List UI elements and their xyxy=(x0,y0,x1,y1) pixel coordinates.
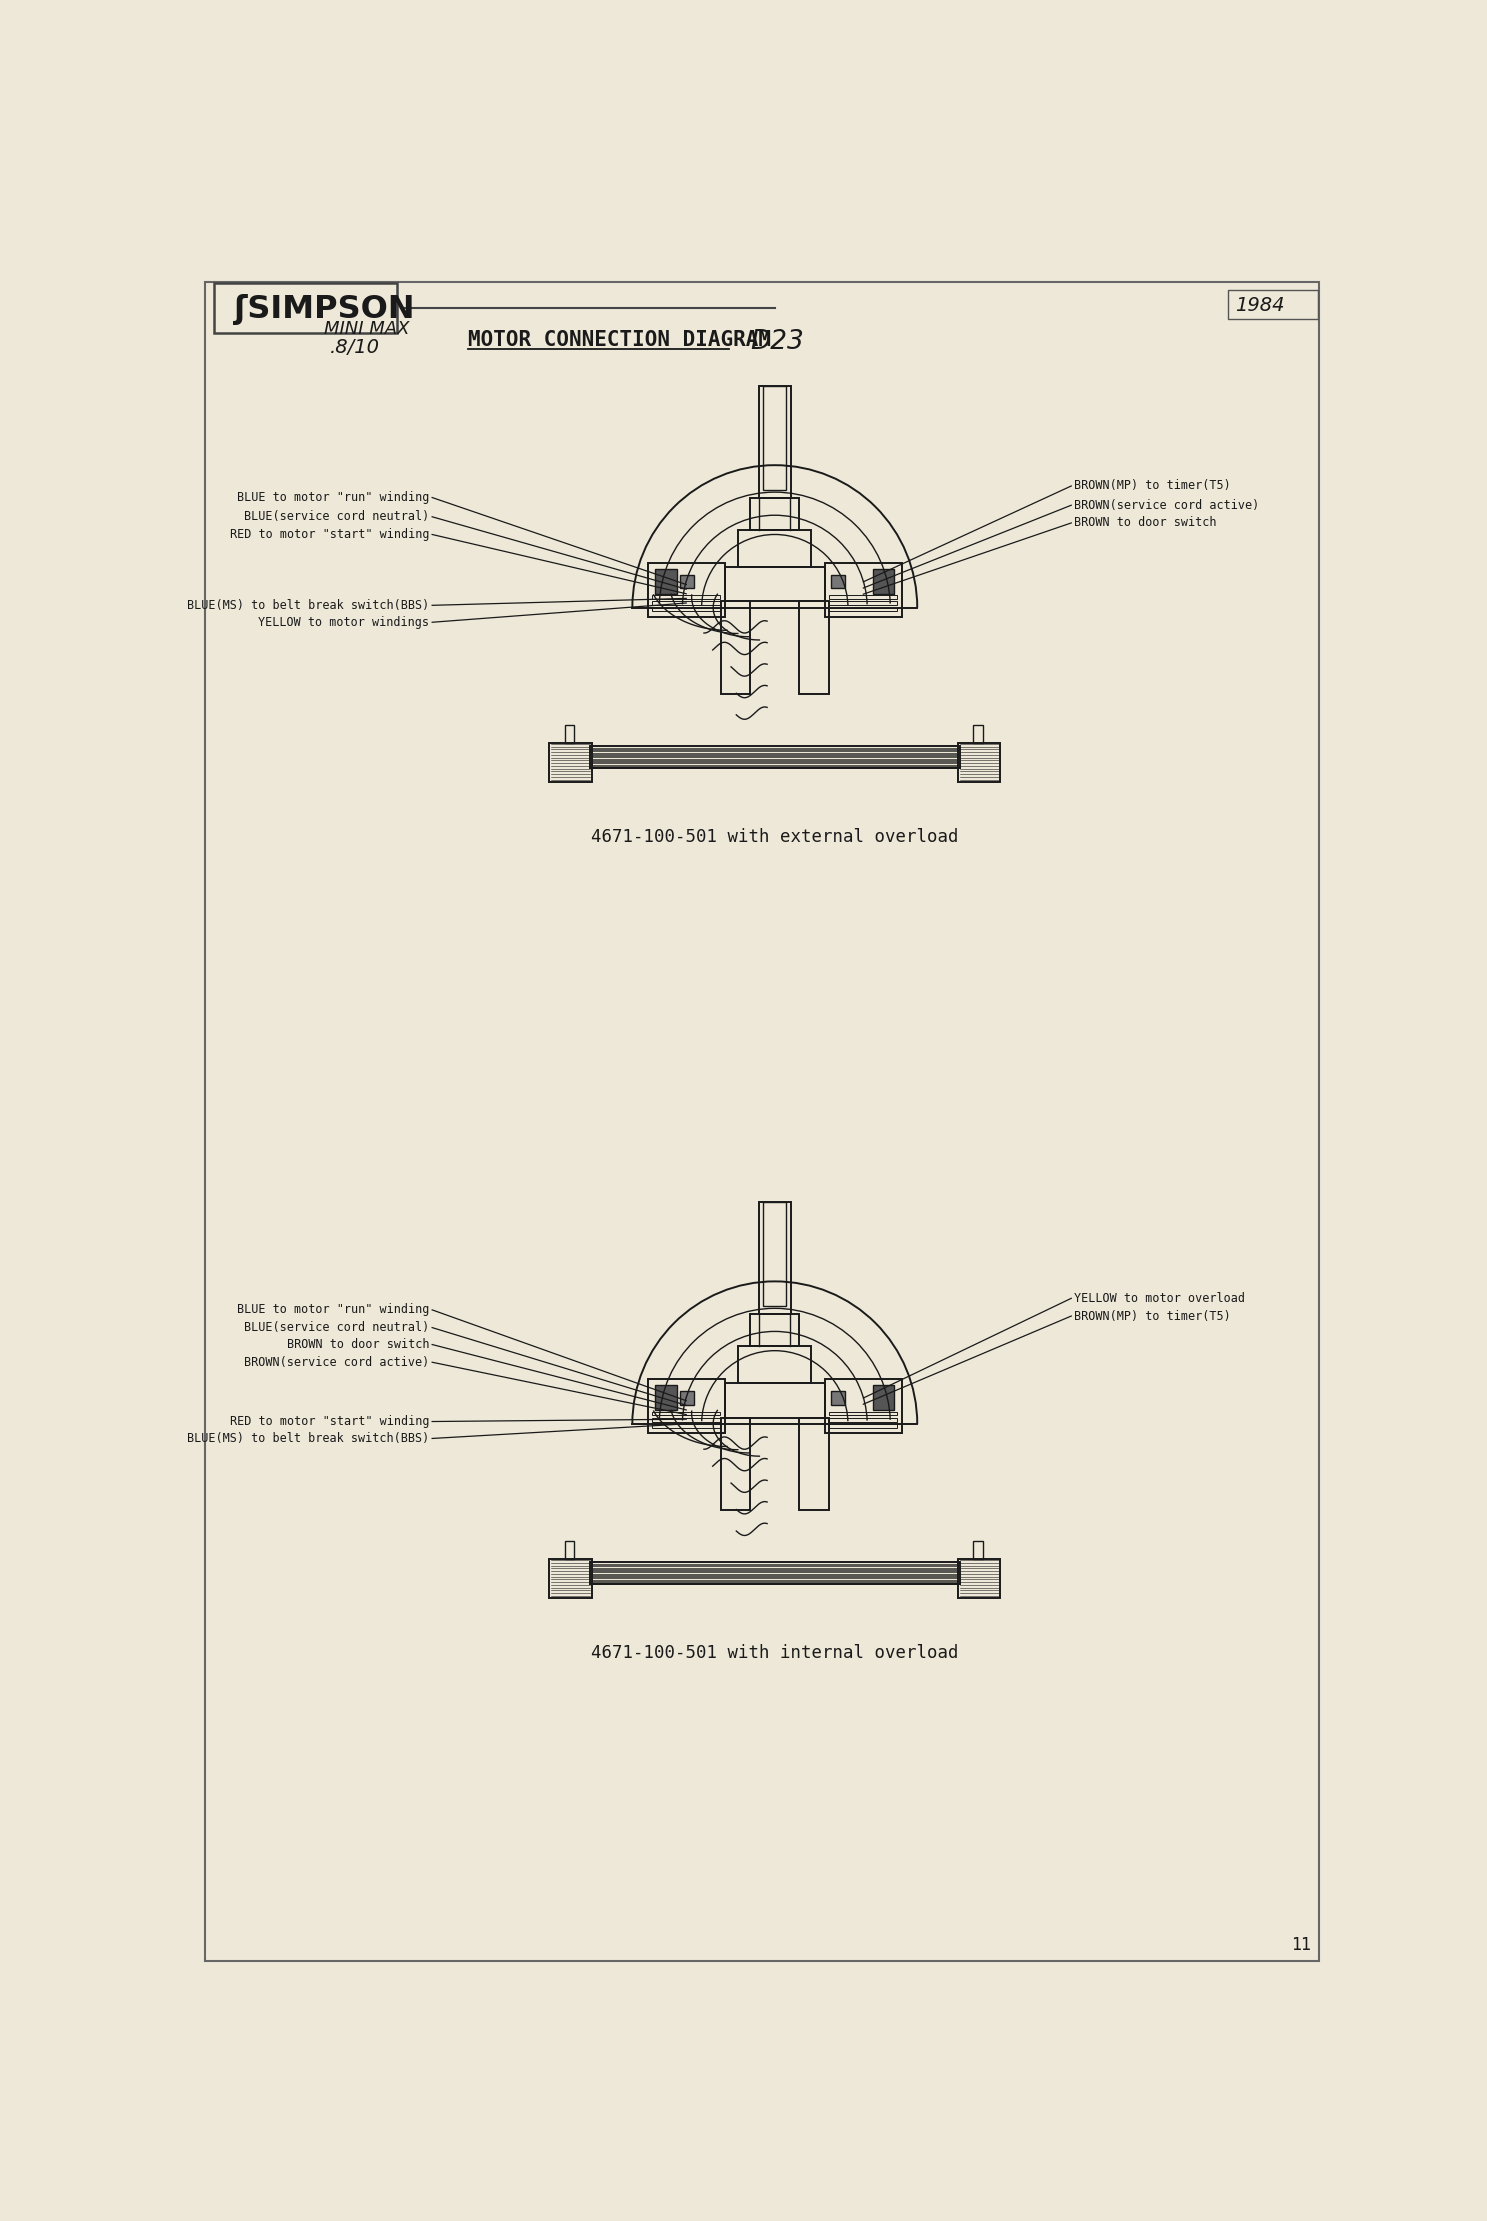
Bar xyxy=(758,386,791,498)
Bar xyxy=(800,1417,828,1510)
Bar xyxy=(724,1384,825,1417)
Text: RED to motor "start" winding: RED to motor "start" winding xyxy=(229,1415,430,1428)
Text: BROWN(service cord active): BROWN(service cord active) xyxy=(1074,500,1259,511)
Bar xyxy=(830,609,897,611)
Text: D23: D23 xyxy=(749,329,804,355)
Bar xyxy=(873,1386,894,1410)
Bar xyxy=(721,1417,749,1510)
Text: YELLOW to motor windings: YELLOW to motor windings xyxy=(259,615,430,629)
Text: BLUE(service cord neutral): BLUE(service cord neutral) xyxy=(244,1321,430,1335)
Bar xyxy=(721,602,749,693)
Bar xyxy=(653,1424,720,1428)
Text: BLUE(service cord neutral): BLUE(service cord neutral) xyxy=(244,511,430,524)
Text: 4671-100-501 with external overload: 4671-100-501 with external overload xyxy=(590,828,959,846)
Bar xyxy=(749,498,800,531)
Text: BROWN(service cord active): BROWN(service cord active) xyxy=(244,1355,430,1368)
Bar xyxy=(830,1424,897,1428)
Bar xyxy=(656,1386,677,1410)
Text: BLUE(MS) to belt break switch(BBS): BLUE(MS) to belt break switch(BBS) xyxy=(187,1433,430,1446)
Bar xyxy=(830,1413,897,1415)
Bar xyxy=(763,1202,787,1306)
Bar xyxy=(958,744,1001,782)
Bar xyxy=(974,1541,983,1559)
Text: BLUE(MS) to belt break switch(BBS): BLUE(MS) to belt break switch(BBS) xyxy=(187,600,430,611)
Text: YELLOW to motor overload: YELLOW to motor overload xyxy=(1074,1293,1245,1304)
Bar xyxy=(831,1390,845,1404)
Bar xyxy=(590,746,959,768)
Bar xyxy=(680,1390,694,1404)
Text: ʃSIMPSON: ʃSIMPSON xyxy=(235,293,415,324)
Text: BROWN to door switch: BROWN to door switch xyxy=(287,1337,430,1350)
Text: 1984: 1984 xyxy=(1236,295,1285,315)
Bar xyxy=(648,562,724,617)
Bar xyxy=(831,575,845,589)
Bar xyxy=(873,569,894,593)
Bar xyxy=(565,724,574,744)
Bar xyxy=(738,531,812,566)
Bar xyxy=(758,1202,791,1313)
Bar xyxy=(738,1346,812,1384)
Bar xyxy=(830,1417,897,1421)
Text: BROWN to door switch: BROWN to door switch xyxy=(1074,517,1216,529)
Bar xyxy=(653,1413,720,1415)
Text: .8/10: .8/10 xyxy=(330,338,379,358)
Bar xyxy=(653,1417,720,1421)
Bar xyxy=(830,595,897,600)
Bar xyxy=(825,562,901,617)
Bar xyxy=(680,575,694,589)
Bar xyxy=(656,569,677,593)
Text: BROWN(MP) to timer(T5): BROWN(MP) to timer(T5) xyxy=(1074,1310,1231,1321)
Bar xyxy=(749,1313,800,1346)
Bar xyxy=(830,602,897,606)
Bar xyxy=(825,1379,901,1433)
Text: 11: 11 xyxy=(1291,1937,1310,1954)
Bar xyxy=(214,284,397,333)
Text: RED to motor "start" winding: RED to motor "start" winding xyxy=(229,529,430,542)
Text: MOTOR CONNECTION DIAGRAM: MOTOR CONNECTION DIAGRAM xyxy=(468,329,772,349)
Text: BROWN(MP) to timer(T5): BROWN(MP) to timer(T5) xyxy=(1074,480,1231,493)
Bar xyxy=(653,602,720,606)
Bar xyxy=(958,1559,1001,1597)
Bar xyxy=(549,744,592,782)
Bar xyxy=(648,1379,724,1433)
Bar xyxy=(724,566,825,602)
Bar xyxy=(590,1561,959,1584)
Bar xyxy=(763,386,787,491)
Text: MINI MAX: MINI MAX xyxy=(324,320,410,338)
Bar xyxy=(653,609,720,611)
Text: 4671-100-501 with internal overload: 4671-100-501 with internal overload xyxy=(590,1644,959,1661)
Text: BLUE to motor "run" winding: BLUE to motor "run" winding xyxy=(236,1304,430,1317)
Bar xyxy=(653,595,720,600)
Text: BLUE to motor "run" winding: BLUE to motor "run" winding xyxy=(236,491,430,504)
Bar xyxy=(565,1541,574,1559)
Bar xyxy=(1228,289,1319,320)
Bar xyxy=(800,602,828,693)
Bar xyxy=(549,1559,592,1597)
Bar xyxy=(974,724,983,744)
